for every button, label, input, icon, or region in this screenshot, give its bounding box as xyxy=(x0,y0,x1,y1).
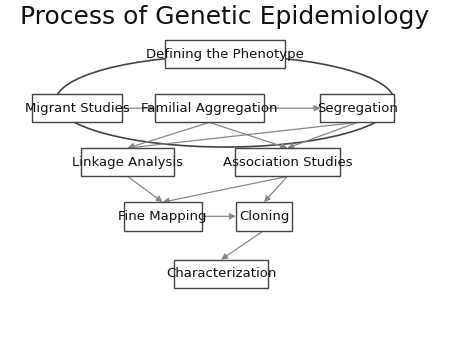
FancyBboxPatch shape xyxy=(174,260,268,288)
FancyBboxPatch shape xyxy=(165,40,285,68)
Text: Migrant Studies: Migrant Studies xyxy=(25,102,129,115)
Text: Process of Genetic Epidemiology: Process of Genetic Epidemiology xyxy=(20,5,430,29)
FancyBboxPatch shape xyxy=(81,148,174,176)
Text: Association Studies: Association Studies xyxy=(223,156,352,169)
Text: Familial Aggregation: Familial Aggregation xyxy=(141,102,278,115)
FancyBboxPatch shape xyxy=(124,202,202,231)
Text: Cloning: Cloning xyxy=(239,210,289,223)
FancyBboxPatch shape xyxy=(320,94,395,122)
Text: Fine Mapping: Fine Mapping xyxy=(118,210,207,223)
FancyBboxPatch shape xyxy=(236,202,292,231)
FancyBboxPatch shape xyxy=(32,94,122,122)
FancyBboxPatch shape xyxy=(235,148,340,176)
Text: Defining the Phenotype: Defining the Phenotype xyxy=(146,48,304,61)
Text: Segregation: Segregation xyxy=(317,102,398,115)
Text: Linkage Analysis: Linkage Analysis xyxy=(72,156,183,169)
FancyBboxPatch shape xyxy=(155,94,264,122)
Text: Characterization: Characterization xyxy=(166,267,276,280)
